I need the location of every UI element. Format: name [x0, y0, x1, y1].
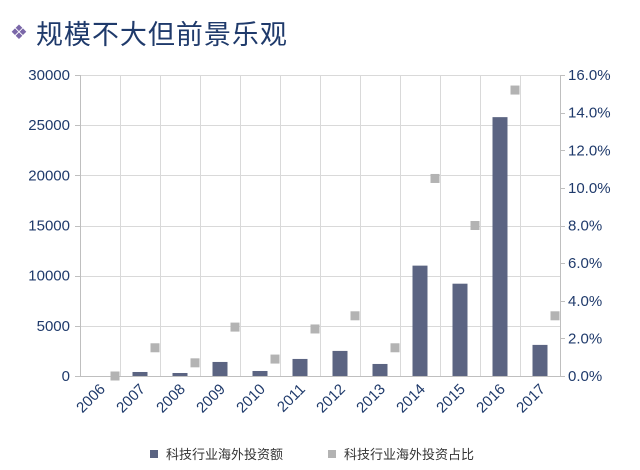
right-tick-label: 8.0%: [568, 218, 602, 235]
scatter-series: [110, 85, 560, 381]
x-tick-label: 2006: [73, 381, 109, 417]
left-tick-label: 5000: [37, 318, 70, 335]
legend-label-bar: 科技行业海外投资额: [166, 447, 283, 463]
chart-title-area: ❖ 规模不大但前景乐观: [10, 12, 288, 52]
four-diamonds-icon: ❖: [10, 20, 28, 44]
bar-series: [132, 117, 548, 376]
bar-2009: [212, 361, 228, 376]
point-2016: [510, 85, 520, 95]
x-tick-label: 2012: [313, 381, 349, 417]
x-tick-label: 2009: [193, 381, 229, 417]
left-tick-label: 0: [62, 368, 70, 385]
axes: [80, 75, 561, 377]
point-2006: [110, 371, 120, 381]
left-tick-label: 15000: [28, 218, 70, 235]
x-tick-label: 2016: [473, 381, 509, 417]
bar-2012: [332, 350, 348, 376]
chart-title: 规模不大但前景乐观: [35, 19, 288, 51]
bar-2015: [452, 283, 468, 376]
bar-2011: [292, 358, 308, 376]
bar-2017: [532, 344, 548, 376]
bar-2008: [172, 372, 188, 376]
left-tick-label: 20000: [28, 167, 70, 184]
point-2010: [270, 354, 280, 364]
point-2012: [350, 311, 360, 321]
right-tick-label: 12.0%: [568, 142, 611, 159]
point-2014: [430, 173, 440, 183]
left-tick-label: 30000: [28, 67, 70, 84]
legend: 科技行业海外投资额 科技行业海外投资占比: [150, 447, 474, 463]
right-tick-label: 10.0%: [568, 180, 611, 197]
point-2011: [310, 324, 320, 334]
bar-2010: [252, 370, 268, 376]
right-tick-label: 14.0%: [568, 105, 611, 122]
x-axis-ticks: 2006 2007 2008 2009 2010 2011 2012 2013 2014 2015…: [73, 381, 549, 417]
bar-2013: [372, 363, 388, 376]
point-2017: [550, 311, 560, 321]
bar-2007: [132, 371, 148, 376]
legend-label-point: 科技行业海外投资占比: [344, 447, 474, 463]
point-2008: [190, 358, 200, 368]
bar-2016: [492, 117, 508, 376]
point-2015: [470, 221, 480, 230]
legend-swatch-bar: [150, 450, 158, 458]
right-tick-label: 2.0%: [568, 330, 602, 347]
left-tick-label: 25000: [28, 117, 70, 134]
right-tick-label: 4.0%: [568, 293, 602, 310]
right-tick-label: 16.0%: [568, 67, 611, 84]
legend-swatch-point: [328, 450, 336, 458]
right-tick-label: 0.0%: [568, 368, 602, 385]
x-tick-label: 2011: [274, 381, 309, 416]
x-tick-label: 2014: [393, 381, 429, 417]
x-tick-label: 2007: [113, 381, 149, 417]
right-axis-ticks: 0.0% 2.0% 4.0% 6.0% 8.0% 10.0% 12.0% 14.0% 16.0%: [560, 67, 611, 385]
point-2007: [150, 343, 160, 353]
gridlines: [80, 75, 560, 376]
bar-2014: [412, 265, 428, 376]
x-tick-label: 2017: [513, 381, 549, 417]
left-axis-ticks: 0 5000 10000 15000 20000 25000 30000: [28, 67, 80, 385]
x-tick-label: 2008: [153, 381, 189, 417]
right-tick-label: 6.0%: [568, 255, 602, 272]
x-tick-label: 2013: [353, 381, 389, 417]
point-2009: [230, 322, 240, 332]
x-tick-label: 2015: [433, 381, 469, 417]
point-2013: [390, 343, 400, 353]
x-tick-label: 2010: [233, 381, 269, 417]
left-tick-label: 10000: [28, 268, 70, 285]
